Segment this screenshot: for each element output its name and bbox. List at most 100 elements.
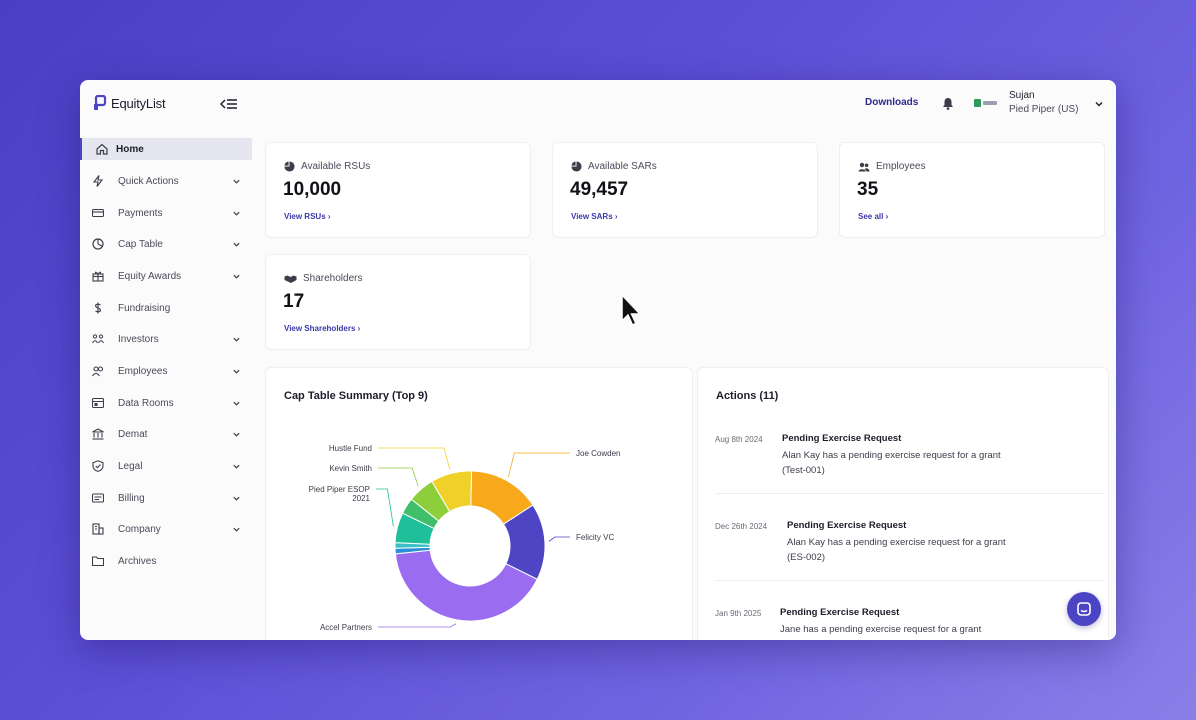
- sidebar-item-label: Payments: [118, 207, 163, 219]
- sidebar-item-fundraising[interactable]: Fundraising: [80, 297, 252, 319]
- chevron-down-icon[interactable]: [1094, 99, 1104, 109]
- gift-icon: [92, 270, 104, 282]
- collapse-icon: [220, 99, 237, 109]
- sidebar-item-label: Billing: [118, 492, 145, 504]
- sidebar-item-data-rooms[interactable]: Data Rooms: [80, 392, 252, 414]
- sidebar-item-company[interactable]: Company: [80, 518, 252, 540]
- user-org: Pied Piper (US): [1009, 104, 1079, 115]
- top-bar: EquityList Downloads Sujan Pied Piper (U…: [80, 80, 1116, 128]
- chat-support-button[interactable]: [1067, 592, 1101, 626]
- sidebar-item-label: Demat: [118, 428, 148, 440]
- action-title: Pending Exercise Request: [782, 433, 902, 444]
- action-item[interactable]: Dec 26th 2024 Pending Exercise Request A…: [698, 519, 1108, 579]
- pie-slice[interactable]: [394, 549, 538, 622]
- chevron-down-icon: [233, 211, 240, 216]
- pie-slice-label: Pied Piper ESOP: [309, 485, 370, 494]
- pie-leader-line: [378, 623, 457, 628]
- action-item[interactable]: Jan 9th 2025 Pending Exercise Request Ja…: [698, 606, 1108, 640]
- sidebar-item-employees[interactable]: Employees: [80, 360, 252, 382]
- chevron-down-icon: [233, 496, 240, 501]
- action-date: Jan 9th 2025: [715, 609, 762, 618]
- view-sars-link[interactable]: View SARs ›: [571, 212, 618, 221]
- stat-card-shareholders: Shareholders 17 View Shareholders ›: [265, 254, 531, 350]
- sidebar-item-legal[interactable]: Legal: [80, 455, 252, 477]
- actions-panel: Actions (11) Aug 8th 2024 Pending Exerci…: [697, 367, 1109, 640]
- sidebar-item-home[interactable]: Home: [80, 138, 252, 160]
- chevron-down-icon: [233, 432, 240, 437]
- stat-value: 49,457: [570, 179, 629, 200]
- cap-table-donut-chart[interactable]: Joe Cowden Felicity VC Accel Partners Pied …: [266, 368, 694, 640]
- downloads-link[interactable]: Downloads: [865, 97, 919, 108]
- stat-title: Available SARs: [588, 161, 657, 172]
- pie-leader-line: [376, 488, 394, 527]
- stat-value: 35: [857, 179, 879, 200]
- view-rsus-link[interactable]: View RSUs ›: [284, 212, 331, 221]
- stat-title: Employees: [876, 161, 926, 172]
- action-desc: Jane has a pending exercise request for …: [780, 624, 982, 635]
- pie-icon: [571, 161, 582, 172]
- sidebar-item-label: Company: [118, 523, 161, 535]
- sidebar-item-label: Archives: [118, 555, 157, 567]
- bell-icon[interactable]: [941, 96, 955, 112]
- sidebar-item-quick-actions[interactable]: Quick Actions: [80, 170, 252, 192]
- sidebar-item-label: Employees: [118, 365, 168, 377]
- dollar-icon: [92, 302, 104, 314]
- sidebar-item-demat[interactable]: Demat: [80, 423, 252, 445]
- action-title: Pending Exercise Request: [780, 607, 900, 618]
- people-icon: [92, 365, 104, 377]
- logo-text: EquityList: [111, 95, 166, 111]
- action-item[interactable]: Aug 8th 2024 Pending Exercise Request Al…: [698, 432, 1108, 492]
- chevron-down-icon: [233, 401, 240, 406]
- sidebar-item-billing[interactable]: Billing: [80, 487, 252, 509]
- sidebar: Home Quick Actions Payments Cap Table Equity…: [80, 136, 252, 640]
- pie-leader-line: [507, 452, 570, 478]
- sidebar-item-cap-table[interactable]: Cap Table: [80, 233, 252, 255]
- sidebar-item-payments[interactable]: Payments: [80, 202, 252, 224]
- stat-card-sars: Available SARs 49,457 View SARs ›: [552, 142, 818, 238]
- chevron-down-icon: [233, 464, 240, 469]
- sidebar-item-archives[interactable]: Archives: [80, 550, 252, 572]
- folder-icon: [92, 555, 104, 567]
- action-desc: Alan Kay has a pending exercise request …: [787, 537, 1006, 563]
- mouse-cursor-icon: [621, 293, 642, 326]
- bank-icon: [92, 428, 104, 440]
- pie-icon: [92, 238, 104, 250]
- chevron-down-icon: [233, 369, 240, 374]
- panel-title: Actions (11): [716, 390, 779, 402]
- sidebar-item-label: Fundraising: [118, 302, 171, 314]
- logo[interactable]: EquityList: [93, 95, 166, 111]
- view-shareholders-link[interactable]: View Shareholders ›: [284, 324, 361, 333]
- user-menu[interactable]: Sujan Pied Piper (US): [1009, 90, 1078, 115]
- stat-card-employees: Employees 35 See all ›: [839, 142, 1105, 238]
- action-desc: Alan Kay has a pending exercise request …: [782, 450, 1001, 476]
- logo-icon: [94, 95, 107, 110]
- chevron-down-icon: [233, 337, 240, 342]
- stat-title: Shareholders: [303, 273, 363, 284]
- chevron-down-icon: [233, 527, 240, 532]
- pie-slice-label: Joe Cowden: [576, 449, 620, 458]
- cap-table-summary-panel: Cap Table Summary (Top 9) Joe Cowden Feli…: [265, 367, 693, 640]
- card-icon: [92, 207, 104, 219]
- sidebar-item-equity-awards[interactable]: Equity Awards: [80, 265, 252, 287]
- dataroom-icon: [92, 397, 104, 409]
- chevron-down-icon: [233, 274, 240, 279]
- pie-icon: [284, 161, 295, 172]
- chat-icon: [1077, 602, 1091, 616]
- pie-slice-label: Kevin Smith: [329, 464, 372, 473]
- sidebar-item-investors[interactable]: Investors: [80, 328, 252, 350]
- pie-slice[interactable]: [431, 470, 473, 513]
- sidebar-item-label: Quick Actions: [118, 175, 179, 187]
- sidebar-item-label: Equity Awards: [118, 270, 182, 282]
- chevron-down-icon: [233, 242, 240, 247]
- sidebar-item-label: Data Rooms: [118, 397, 174, 409]
- org-logo-icon[interactable]: [974, 98, 998, 108]
- pie-slice-label: 2021: [352, 494, 370, 503]
- shield-icon: [92, 460, 104, 472]
- collapse-sidebar-button[interactable]: [219, 95, 239, 113]
- building-icon: [92, 523, 104, 535]
- see-all-employees-link[interactable]: See all ›: [858, 212, 889, 221]
- pie-leader-line: [548, 536, 570, 542]
- handshake-icon: [284, 275, 297, 283]
- sidebar-item-label: Legal: [118, 460, 143, 472]
- divider: [715, 493, 1105, 494]
